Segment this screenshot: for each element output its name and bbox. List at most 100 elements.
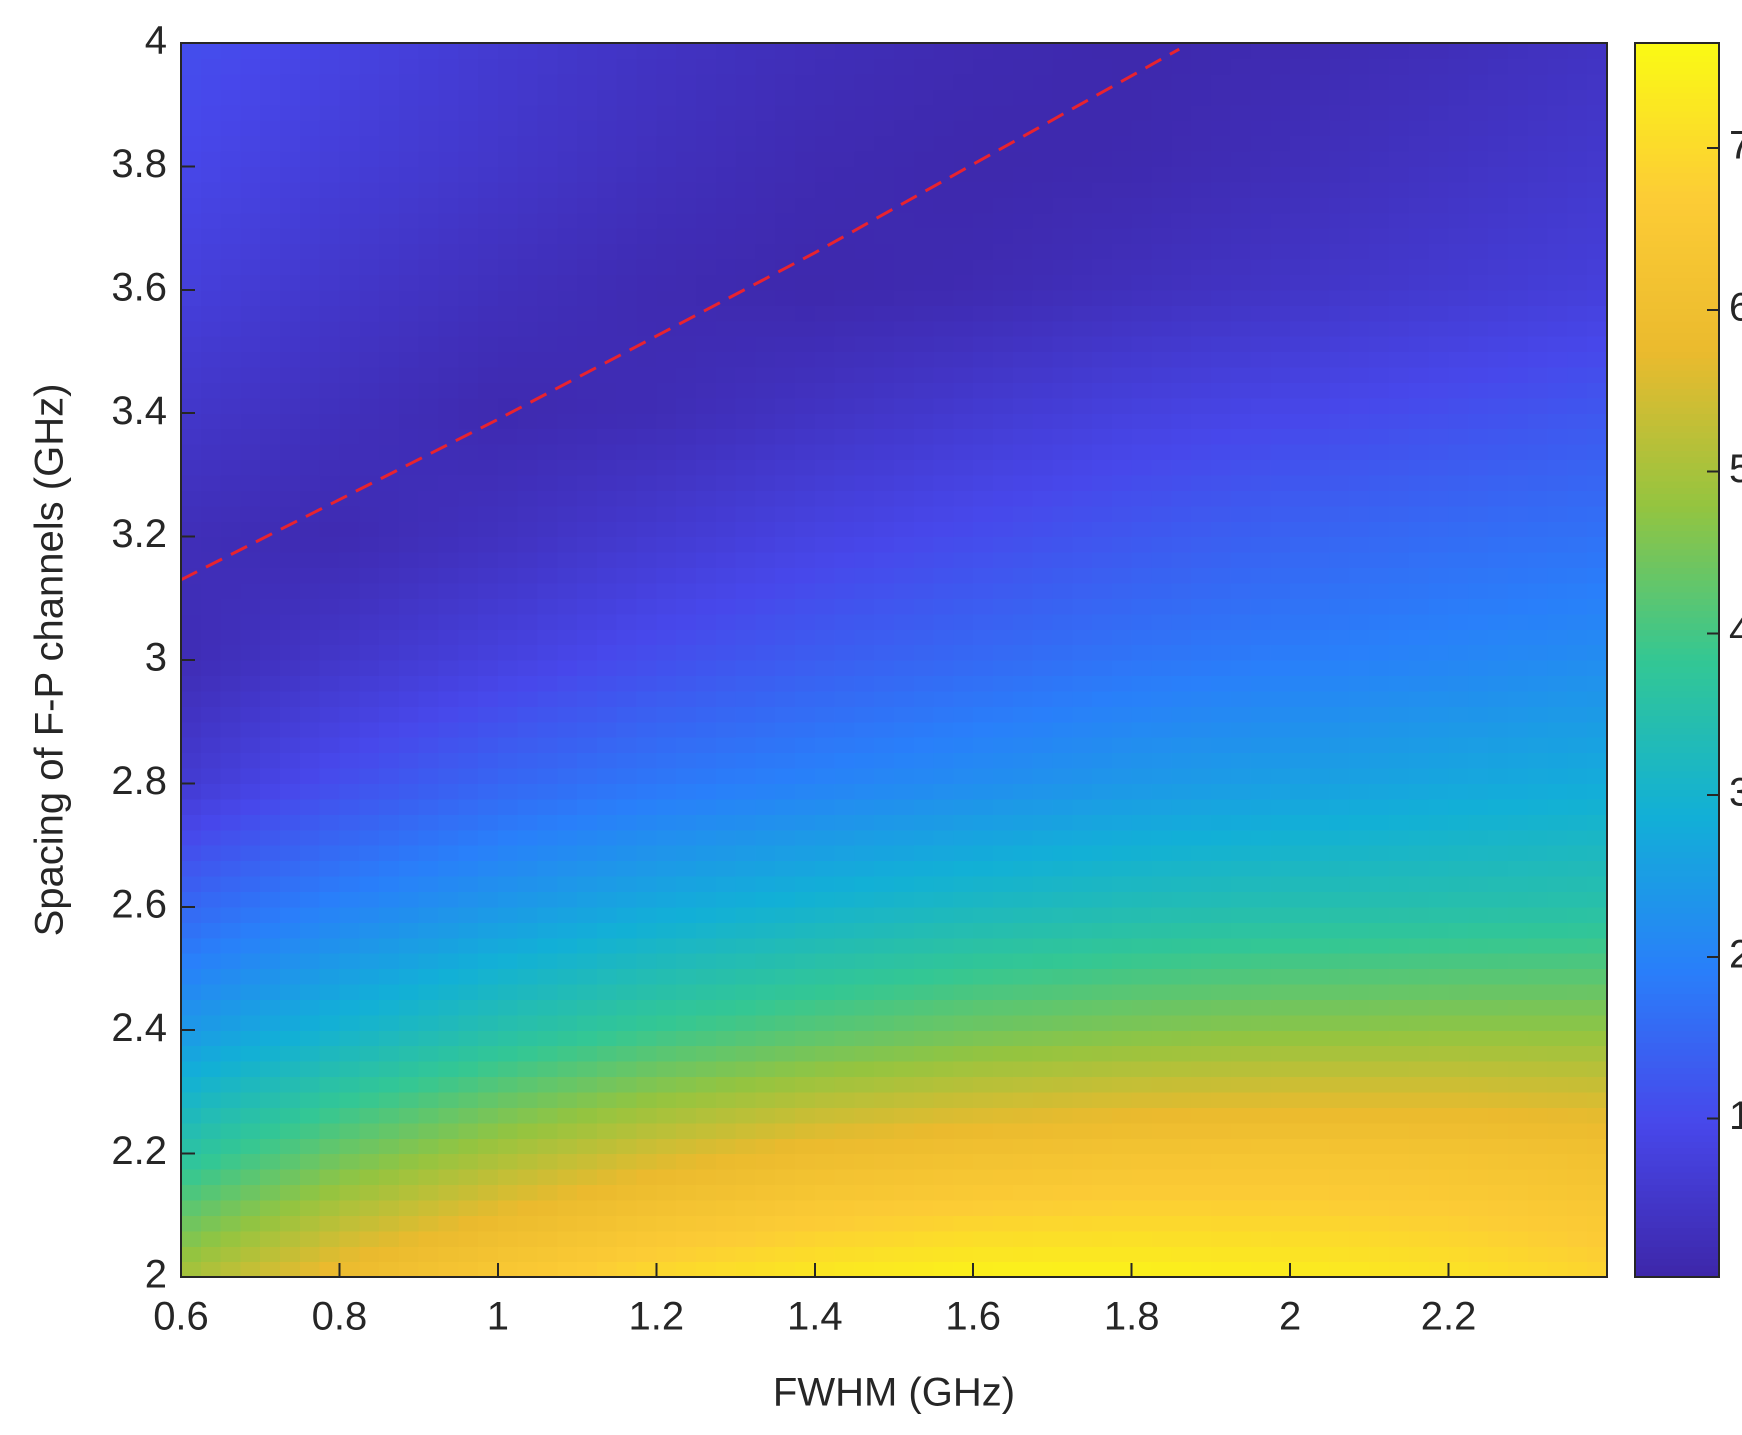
contour-cell — [676, 274, 697, 291]
contour-cell — [1171, 783, 1192, 800]
contour-cell — [636, 644, 657, 661]
contour-cell — [379, 444, 400, 461]
contour-cell — [735, 1215, 756, 1232]
contour-cell — [1309, 1122, 1331, 1139]
contour-cell — [1290, 798, 1311, 815]
contour-cell — [517, 660, 539, 677]
contour-cell — [616, 582, 638, 599]
contour-cell — [814, 366, 836, 383]
contour-cell — [458, 1261, 479, 1278]
contour-cell — [1191, 706, 1212, 723]
contour-cell — [1191, 1091, 1212, 1108]
contour-cell — [953, 814, 974, 831]
contour-cell — [933, 829, 955, 846]
contour-cell — [1468, 999, 1489, 1016]
contour-cell — [517, 258, 539, 275]
contour-cell — [1290, 737, 1311, 754]
contour-cell — [339, 521, 360, 538]
contour-cell — [1111, 567, 1133, 584]
contour-cell — [1527, 582, 1549, 599]
contour-cell — [1052, 690, 1073, 707]
contour-cell — [1428, 1199, 1450, 1216]
contour-cell — [1171, 675, 1192, 692]
contour-cell — [1507, 1246, 1529, 1263]
contour-cell — [695, 1014, 717, 1031]
contour-cell — [1349, 644, 1370, 661]
contour-cell — [695, 521, 717, 538]
contour-cell — [1349, 490, 1370, 507]
contour-cell — [1527, 536, 1549, 553]
contour-cell — [695, 474, 717, 491]
contour-cell — [1230, 598, 1252, 615]
contour-cell — [1527, 644, 1549, 661]
contour-cell — [1072, 953, 1093, 970]
contour-cell — [913, 767, 935, 784]
contour-cell — [695, 598, 717, 615]
contour-cell — [636, 1061, 657, 1078]
contour-cell — [1468, 737, 1489, 754]
contour-cell — [1527, 953, 1549, 970]
contour-cell — [260, 721, 281, 738]
contour-cell — [1428, 413, 1450, 430]
contour-cell — [1448, 937, 1469, 954]
contour-cell — [577, 1061, 598, 1078]
contour-cell — [1072, 767, 1093, 784]
contour-cell — [596, 1030, 618, 1047]
contour-cell — [1191, 536, 1212, 553]
contour-cell — [220, 675, 242, 692]
contour-cell — [834, 1045, 855, 1062]
contour-cell — [775, 814, 796, 831]
contour-cell — [557, 1169, 578, 1186]
contour-cell — [933, 228, 955, 245]
contour-cell — [993, 891, 1014, 908]
contour-cell — [775, 1076, 796, 1093]
contour-cell — [596, 783, 618, 800]
contour-cell — [1131, 274, 1153, 291]
contour-cell — [478, 490, 499, 507]
contour-cell — [1092, 274, 1113, 291]
contour-cell — [438, 228, 459, 245]
contour-cell — [200, 644, 222, 661]
contour-cell — [1428, 1184, 1450, 1201]
contour-cell — [656, 567, 677, 584]
contour-cell — [280, 983, 301, 1000]
contour-cell — [596, 1199, 618, 1216]
contour-cell — [1329, 1138, 1351, 1155]
contour-cell — [854, 644, 875, 661]
contour-cell — [181, 212, 202, 229]
contour-cell — [794, 1169, 816, 1186]
contour-cell — [1032, 413, 1054, 430]
contour-cell — [695, 320, 717, 337]
contour-cell — [1290, 521, 1311, 538]
contour-cell — [1230, 521, 1252, 538]
contour-cell — [636, 968, 657, 985]
contour-cell — [557, 660, 578, 677]
contour-cell — [1567, 490, 1588, 507]
contour-cell — [596, 875, 618, 892]
contour-cell — [1151, 737, 1172, 754]
contour-cell — [1389, 1230, 1410, 1247]
contour-cell — [1527, 1076, 1549, 1093]
contour-cell — [1270, 906, 1291, 923]
contour-cell — [1151, 783, 1172, 800]
contour-cell — [220, 351, 242, 368]
contour-cell — [755, 660, 776, 677]
contour-cell — [814, 382, 836, 399]
contour-cell — [1408, 706, 1430, 723]
contour-cell — [1507, 582, 1529, 599]
contour-cell — [497, 197, 519, 214]
contour-cell — [953, 397, 974, 414]
contour-cell — [676, 660, 697, 677]
contour-cell — [1151, 1230, 1172, 1247]
contour-cell — [755, 567, 776, 584]
contour-cell — [339, 644, 360, 661]
contour-cell — [636, 737, 657, 754]
contour-cell — [715, 212, 737, 229]
contour-cell — [814, 690, 836, 707]
contour-cell — [1468, 336, 1489, 353]
contour-cell — [1032, 860, 1054, 877]
contour-cell — [775, 660, 796, 677]
contour-cell — [1290, 1122, 1311, 1139]
contour-cell — [280, 1045, 301, 1062]
contour-cell — [1052, 258, 1073, 275]
